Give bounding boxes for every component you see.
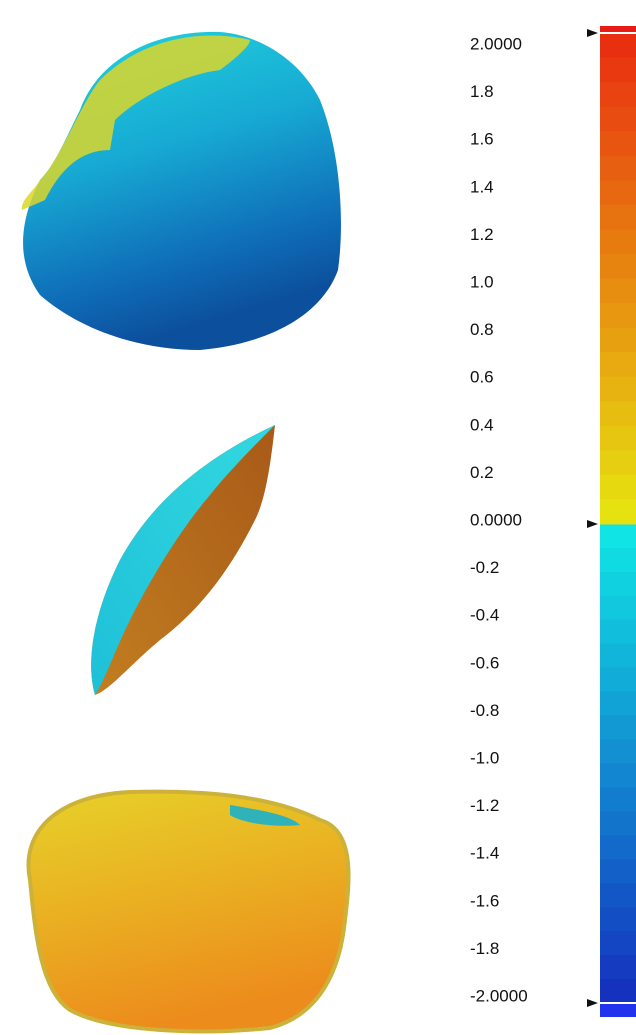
scale-band (600, 499, 636, 524)
side-view-shape (91, 425, 275, 695)
scale-band (600, 328, 636, 353)
scale-band (600, 82, 636, 107)
tick-label: -1.4 (470, 844, 499, 863)
scale-band (600, 58, 636, 83)
tick-label: -1.2 (470, 796, 499, 815)
scale-band (600, 254, 636, 279)
scale-band (600, 279, 636, 304)
tick-label: -1.0 (470, 748, 499, 767)
bottom-view-shape (28, 792, 348, 1032)
scale-band (600, 475, 636, 500)
scale-band (600, 787, 636, 811)
scale-band (600, 450, 636, 475)
scale-band (600, 401, 636, 426)
scale-band (600, 907, 636, 931)
scale-band (600, 716, 636, 740)
tick-label: 2.0000 (470, 34, 522, 53)
tick-label: 0.8 (470, 320, 494, 339)
tick-label: 1.6 (470, 130, 494, 149)
marker-arrow (587, 999, 598, 1007)
scale-band (600, 811, 636, 835)
scale-cap (600, 26, 636, 33)
tick-label: 1.2 (470, 225, 494, 244)
tick-label: 0.4 (470, 415, 494, 434)
scale-band (600, 107, 636, 132)
color-scale (587, 26, 636, 1017)
tick-label: -1.6 (470, 891, 499, 910)
deviation-figure: 2.0000 1.8 1.6 1.4 1.2 1.0 0.8 0.6 0.4 0.2 0.0000 -… (0, 0, 636, 1035)
scale-band (600, 156, 636, 181)
scale-band (600, 303, 636, 328)
scale-band (600, 644, 636, 668)
tick-label: 1.4 (470, 177, 494, 196)
scale-band (600, 883, 636, 907)
scale-band (600, 668, 636, 692)
scale-band (600, 229, 636, 254)
top-view-shape (22, 32, 341, 350)
marker-arrow (587, 29, 598, 37)
scale-band (600, 131, 636, 156)
scale-cap (600, 1003, 636, 1017)
scale-band (600, 979, 636, 1003)
tick-label: -0.2 (470, 558, 499, 577)
tick-label: 0.0000 (470, 510, 522, 529)
scale-band (600, 33, 636, 58)
scale-band (600, 524, 636, 548)
scale-band (600, 180, 636, 205)
scale-band (600, 740, 636, 764)
scale-band (600, 692, 636, 716)
scale-band (600, 859, 636, 883)
scale-band (600, 377, 636, 402)
scale-band (600, 572, 636, 596)
tick-label: -0.4 (470, 606, 499, 625)
scale-band (600, 596, 636, 620)
tick-label: 0.6 (470, 368, 494, 387)
scale-band (600, 205, 636, 230)
scale-band (600, 352, 636, 377)
scale-band (600, 931, 636, 955)
scale-band (600, 620, 636, 644)
tick-label: -0.8 (470, 701, 499, 720)
scale-band (600, 835, 636, 859)
marker-arrow (587, 520, 598, 528)
scale-band (600, 548, 636, 572)
scale-band (600, 764, 636, 788)
tick-label: 1.0 (470, 272, 494, 291)
tick-label: -0.6 (470, 653, 499, 672)
tick-label: 0.2 (470, 463, 494, 482)
tick-label: -1.8 (470, 939, 499, 958)
scale-band (600, 426, 636, 451)
tick-label: -2.0000 (470, 986, 528, 1005)
tick-label: 1.8 (470, 82, 494, 101)
scale-band (600, 955, 636, 979)
